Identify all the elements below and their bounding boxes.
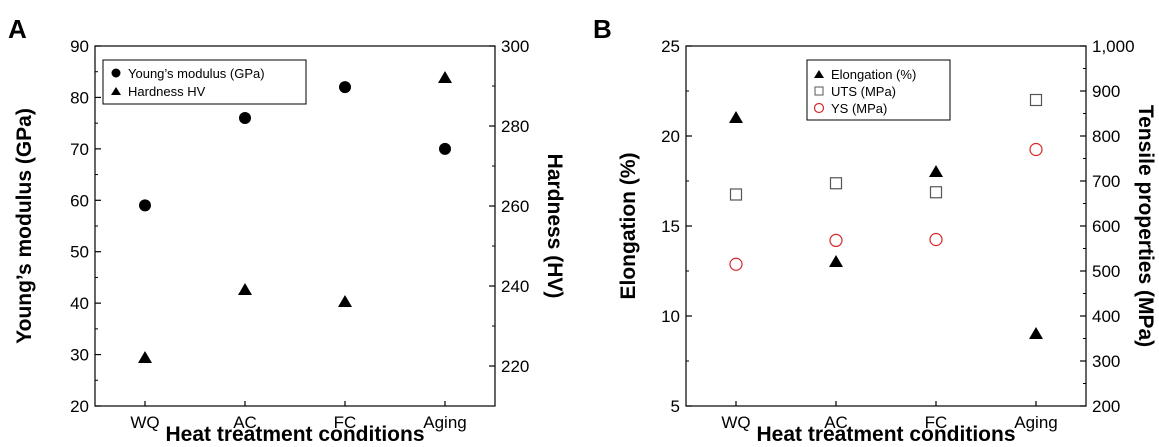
y2-axis-label-a: Hardness (HV): [543, 154, 566, 299]
data-point-uts-mpa-ac: [829, 177, 843, 190]
data-point-hardness-hv-ac: [238, 283, 252, 295]
data-point-ys-mpa-fc: [929, 232, 943, 247]
panel-a-label: A: [8, 14, 27, 44]
y-axis-label-a: Young’s modulus (GPa): [13, 108, 36, 344]
data-point-hardness-hv-wq: [138, 351, 152, 363]
data-point-elongation-fc: [929, 165, 943, 177]
data-point-uts-mpa-fc: [929, 186, 943, 199]
x-axis-label-a: Heat treatment conditions: [165, 423, 424, 446]
x-tick-label-ac: AC: [233, 413, 257, 432]
x-tick-label-aging: Aging: [423, 413, 466, 432]
data-point-elongation-aging: [1029, 327, 1043, 339]
chart-b: B WQ AC FC Aging 5 10 15 20 25 200 300 400 500 600 7…: [593, 14, 1157, 446]
y2-tick-label-800: 800: [1092, 127, 1120, 146]
y-tick-label-10: 10: [661, 307, 680, 326]
y2-tick-label-300: 300: [501, 37, 529, 56]
y2-tick-label-900: 900: [1092, 82, 1120, 101]
y-tick-label-80: 80: [70, 88, 89, 107]
data-point-hardness-hv-aging: [438, 71, 452, 83]
data-point-ys-mpa-aging: [1029, 142, 1043, 157]
legend-label-elongation: Elongation (%): [831, 67, 916, 82]
y-tick-label-30: 30: [70, 346, 89, 365]
data-point-ys-mpa-ac: [829, 233, 843, 247]
legend-marker-uts: [814, 86, 824, 96]
chart-a: A WQ AC FC Aging 20 30 40 50 60 70 80 90 220 240 260…: [8, 14, 566, 446]
y-tick-label-15: 15: [661, 217, 680, 236]
y2-tick-label-500: 500: [1092, 262, 1120, 281]
y2-tick-label-300: 300: [1092, 352, 1120, 371]
data-point-young-s-modulus-gpa-fc: [339, 81, 351, 94]
y-tick-label-25: 25: [661, 37, 680, 56]
data-point-uts-mpa-wq: [729, 188, 743, 201]
x-tick-label-fc: FC: [925, 413, 948, 432]
y-tick-label-20: 20: [70, 397, 89, 416]
y-ticks-b: 5 10 15 20 25: [661, 37, 692, 416]
y-tick-label-70: 70: [70, 140, 89, 159]
data-point-ys-mpa-wq: [729, 257, 743, 271]
legend-label-ys: YS (MPa): [831, 101, 887, 116]
y-tick-label-20: 20: [661, 127, 680, 146]
y2-tick-label-220: 220: [501, 357, 529, 376]
data-marks-a: [138, 71, 452, 363]
panel-b-label: B: [593, 14, 612, 44]
y2-tick-label-600: 600: [1092, 217, 1120, 236]
x-tick-label-ac: AC: [824, 413, 848, 432]
x-tick-label-aging: Aging: [1014, 413, 1057, 432]
y-ticks-a: 20 30 40 50 60 70 80 90: [70, 37, 101, 416]
data-point-young-s-modulus-gpa-wq: [139, 199, 151, 212]
legend-label-young-modulus: Young’s modulus (GPa): [128, 66, 265, 81]
x-tick-label-fc: FC: [334, 413, 357, 432]
legend-b: Elongation (%) UTS (MPa) YS (MPa): [806, 59, 951, 121]
y-tick-label-90: 90: [70, 37, 89, 56]
y2-ticks-a: 220 240 260 280 300: [489, 37, 529, 376]
data-marks-b: [729, 93, 1043, 339]
data-point-uts-mpa-aging: [1029, 93, 1043, 107]
x-tick-label-wq: WQ: [130, 413, 159, 432]
y-axis-label-b: Elongation (%): [617, 153, 640, 300]
y2-tick-label-280: 280: [501, 117, 529, 136]
y-tick-label-60: 60: [70, 191, 89, 210]
y2-tick-label-1-000: 1,000: [1092, 37, 1135, 56]
legend-box-b: [806, 59, 951, 121]
y2-ticks-b: 200 300 400 500 600 700 800 900 1,000: [1080, 37, 1135, 416]
y2-tick-label-400: 400: [1092, 307, 1120, 326]
legend-label-hardness: Hardness HV: [128, 84, 206, 99]
y2-tick-label-260: 260: [501, 197, 529, 216]
legend-marker-ys: [813, 102, 825, 114]
y2-tick-label-240: 240: [501, 277, 529, 296]
legend-label-uts: UTS (MPa): [831, 84, 896, 99]
legend-marker-hardness: [111, 87, 121, 95]
y2-axis-label-b: Tensile properties (MPa): [1134, 105, 1157, 347]
data-point-young-s-modulus-gpa-ac: [239, 112, 251, 124]
x-tick-label-wq: WQ: [721, 413, 750, 432]
data-point-elongation-wq: [729, 111, 743, 123]
x-ticks-a: WQ AC FC Aging: [130, 401, 467, 432]
data-point-elongation-ac: [829, 255, 843, 267]
legend-box-a: [102, 59, 307, 105]
legend-a: Young’s modulus (GPa) Hardness HV: [102, 59, 307, 105]
legend-marker-elongation: [814, 70, 824, 78]
y2-tick-label-700: 700: [1092, 172, 1120, 191]
x-ticks-b: WQ AC FC Aging: [721, 401, 1058, 432]
y-tick-label-40: 40: [70, 294, 89, 313]
y-tick-label-5: 5: [671, 397, 680, 416]
x-axis-label-b: Heat treatment conditions: [756, 423, 1015, 446]
y2-tick-label-200: 200: [1092, 397, 1120, 416]
data-point-young-s-modulus-gpa-aging: [439, 142, 451, 155]
data-point-hardness-hv-fc: [338, 295, 352, 307]
legend-marker-young-modulus: [111, 68, 121, 78]
y-tick-label-50: 50: [70, 243, 89, 262]
